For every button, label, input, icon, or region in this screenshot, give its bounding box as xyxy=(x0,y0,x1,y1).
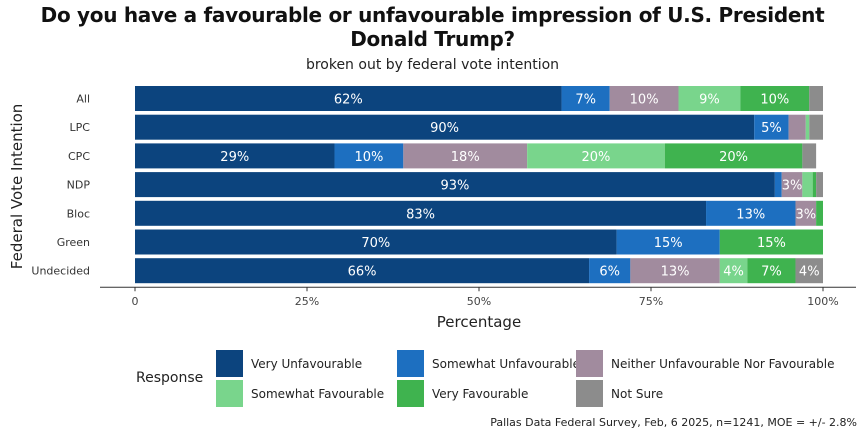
data-label: 70% xyxy=(361,236,390,251)
bar-segment xyxy=(664,143,803,169)
data-label: 13% xyxy=(661,265,690,280)
legend-item: Very Favourable xyxy=(397,380,528,407)
bar-segment xyxy=(135,258,590,284)
source-caption: Pallas Data Federal Survey, Feb, 6 2025,… xyxy=(490,416,857,429)
data-label: 83% xyxy=(406,207,435,222)
data-label: 90% xyxy=(430,121,459,136)
legend-item: Somewhat Favourable xyxy=(216,380,384,407)
category-label: Green xyxy=(57,236,90,249)
data-label: 62% xyxy=(334,93,363,108)
bar-segment xyxy=(788,114,806,140)
legend-swatch xyxy=(397,380,424,407)
x-tick-label: 0 xyxy=(132,295,139,308)
data-label: 10% xyxy=(630,93,659,108)
data-label: 10% xyxy=(760,93,789,108)
legend-swatch xyxy=(397,350,424,377)
x-axis-title: Percentage xyxy=(437,313,521,331)
data-label: 15% xyxy=(654,236,683,251)
bar-segment xyxy=(816,200,823,226)
bar-segment xyxy=(678,86,741,111)
bar-segment xyxy=(795,258,823,284)
bar-segment xyxy=(527,143,665,169)
legend-label: Somewhat Unfavourable xyxy=(432,356,580,371)
bar-segment xyxy=(135,172,775,198)
bar-segment xyxy=(795,200,817,226)
data-label: 3% xyxy=(795,207,816,222)
category-label: NDP xyxy=(67,179,91,192)
legend-swatch xyxy=(216,350,243,377)
data-label: 4% xyxy=(723,265,744,280)
bar-segment xyxy=(719,258,748,284)
x-tick-label: 25% xyxy=(295,295,319,308)
y-axis-title: Federal Vote Intention xyxy=(8,104,26,270)
bar-segment xyxy=(719,229,823,255)
bar-segment xyxy=(805,114,810,140)
legend-swatch xyxy=(216,380,243,407)
x-tick-label: 75% xyxy=(639,295,663,308)
category-label: All xyxy=(76,93,90,106)
data-label: 4% xyxy=(799,265,820,280)
bar-segment xyxy=(589,258,631,284)
bar-segment xyxy=(754,114,789,140)
legend-item: Not Sure xyxy=(576,380,663,407)
bar-segment xyxy=(135,86,562,111)
bar-segment xyxy=(809,114,823,140)
bar-segment xyxy=(609,86,679,111)
legend-item: Somewhat Unfavourable xyxy=(397,350,580,377)
data-label: 7% xyxy=(761,265,782,280)
bar-segment xyxy=(809,86,823,111)
legend-label: Neither Unfavourable Nor Favourable xyxy=(611,356,835,371)
data-label: 9% xyxy=(699,93,720,108)
bar-segment xyxy=(135,114,755,140)
bar-segment xyxy=(135,143,335,169)
data-label: 18% xyxy=(451,150,480,165)
bar-segment xyxy=(747,258,796,284)
data-label: 29% xyxy=(220,150,249,165)
category-label: Bloc xyxy=(67,207,90,220)
x-tick-label: 100% xyxy=(807,295,838,308)
bar-segment xyxy=(561,86,610,111)
data-label: 93% xyxy=(440,179,469,194)
bar-segment xyxy=(630,258,720,284)
bar-segment xyxy=(812,172,817,198)
legend-swatch xyxy=(576,350,603,377)
legend-title: Response xyxy=(136,370,204,386)
bar-segment xyxy=(135,200,707,226)
bar-segment xyxy=(781,172,803,198)
x-tick-label: 50% xyxy=(467,295,491,308)
category-label: LPC xyxy=(70,121,91,134)
data-label: 13% xyxy=(736,207,765,222)
bar-segment xyxy=(403,143,528,169)
bar-segment xyxy=(706,200,796,226)
legend-label: Very Favourable xyxy=(432,386,529,401)
legend-label: Not Sure xyxy=(611,386,664,401)
bar-segment xyxy=(334,143,404,169)
data-label: 10% xyxy=(354,150,383,165)
legend-swatch xyxy=(576,380,603,407)
data-label: 20% xyxy=(719,150,748,165)
chart-title: Do you have a favourable or unfavourable… xyxy=(40,3,825,51)
data-label: 5% xyxy=(761,121,782,136)
bar-segment xyxy=(616,229,720,255)
bar-segment xyxy=(774,172,782,198)
data-label: 7% xyxy=(575,93,596,108)
bar-segment xyxy=(740,86,810,111)
data-label: 3% xyxy=(782,179,803,194)
data-label: 6% xyxy=(599,265,620,280)
category-label: Undecided xyxy=(31,265,90,278)
bar-segment xyxy=(802,143,817,169)
data-label: 20% xyxy=(582,150,611,165)
category-label: CPC xyxy=(68,150,90,163)
legend-label: Very Unfavourable xyxy=(251,356,363,371)
data-label: 15% xyxy=(757,236,786,251)
chart-subtitle: broken out by federal vote intention xyxy=(305,57,560,73)
legend-item: Neither Unfavourable Nor Favourable xyxy=(576,350,834,377)
bar-segment xyxy=(802,172,813,198)
legend-label: Somewhat Favourable xyxy=(251,386,385,401)
data-label: 66% xyxy=(348,265,377,280)
bar-segment xyxy=(816,172,823,198)
legend-item: Very Unfavourable xyxy=(216,350,362,377)
bar-segment xyxy=(135,229,617,255)
